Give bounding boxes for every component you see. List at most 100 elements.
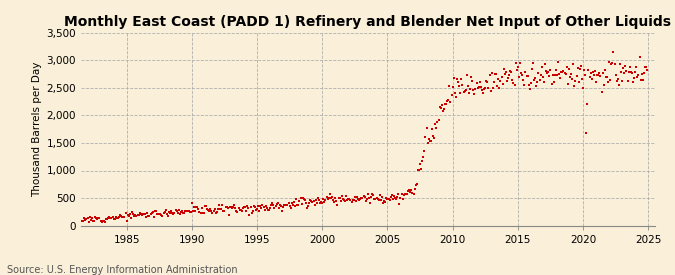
Point: [192, 205, 202, 210]
Point: [517, 72, 528, 77]
Point: [339, 198, 350, 202]
Point: [412, 167, 423, 172]
Point: [628, 80, 639, 84]
Point: [315, 200, 325, 205]
Point: [564, 67, 574, 71]
Point: [407, 191, 418, 196]
Point: [230, 206, 241, 211]
Point: [242, 204, 252, 208]
Point: [151, 209, 161, 213]
Point: [596, 89, 607, 94]
Point: [594, 71, 605, 75]
Point: [612, 79, 622, 83]
Point: [430, 122, 441, 126]
Point: [546, 81, 557, 86]
Point: [292, 203, 302, 208]
Point: [436, 103, 447, 107]
Point: [217, 203, 227, 207]
Point: [503, 76, 514, 80]
Point: [176, 210, 186, 214]
Point: [250, 208, 261, 212]
Point: [439, 102, 450, 106]
Point: [295, 196, 306, 200]
Point: [372, 197, 383, 202]
Point: [99, 220, 110, 224]
Point: [317, 201, 327, 205]
Point: [340, 199, 350, 203]
Point: [445, 99, 456, 104]
Point: [618, 66, 628, 70]
Point: [496, 75, 507, 79]
Point: [84, 215, 95, 220]
Point: [623, 70, 634, 74]
Point: [435, 106, 446, 110]
Point: [85, 218, 96, 222]
Point: [380, 200, 391, 204]
Point: [434, 105, 445, 109]
Point: [583, 68, 594, 72]
Point: [549, 73, 560, 77]
Point: [526, 67, 537, 72]
Point: [478, 90, 489, 95]
Point: [472, 86, 483, 90]
Point: [136, 212, 146, 216]
Point: [405, 190, 416, 194]
Point: [124, 213, 134, 218]
Point: [231, 208, 242, 213]
Point: [72, 219, 82, 224]
Point: [460, 87, 471, 92]
Point: [163, 214, 173, 218]
Point: [309, 203, 320, 207]
Point: [592, 73, 603, 78]
Point: [410, 183, 421, 187]
Point: [108, 217, 119, 221]
Point: [516, 71, 526, 75]
Point: [509, 82, 520, 87]
Point: [456, 76, 466, 81]
Point: [603, 79, 614, 84]
Point: [366, 195, 377, 200]
Point: [547, 73, 558, 77]
Point: [381, 196, 392, 200]
Point: [297, 196, 308, 200]
Point: [433, 118, 444, 122]
Point: [389, 194, 400, 199]
Point: [637, 78, 648, 82]
Point: [459, 89, 470, 94]
Point: [477, 88, 487, 93]
Point: [269, 206, 280, 211]
Point: [595, 74, 606, 79]
Point: [267, 201, 277, 206]
Point: [219, 208, 230, 213]
Point: [289, 200, 300, 204]
Point: [149, 209, 160, 213]
Point: [630, 70, 641, 75]
Point: [578, 86, 589, 90]
Point: [138, 211, 148, 216]
Point: [398, 197, 408, 201]
Point: [255, 204, 266, 208]
Point: [361, 197, 372, 202]
Point: [282, 203, 293, 208]
Point: [545, 68, 556, 72]
Point: [305, 197, 316, 202]
Point: [576, 64, 587, 68]
Point: [145, 212, 156, 216]
Point: [551, 68, 562, 73]
Point: [111, 215, 122, 219]
Point: [277, 208, 288, 213]
Point: [500, 70, 511, 75]
Point: [554, 72, 564, 76]
Point: [358, 194, 369, 199]
Point: [202, 208, 213, 212]
Point: [220, 205, 231, 209]
Point: [318, 197, 329, 201]
Point: [427, 127, 437, 131]
Point: [105, 216, 115, 221]
Point: [193, 207, 204, 211]
Point: [487, 71, 497, 75]
Point: [505, 69, 516, 73]
Point: [450, 94, 461, 99]
Point: [562, 65, 572, 70]
Point: [208, 209, 219, 213]
